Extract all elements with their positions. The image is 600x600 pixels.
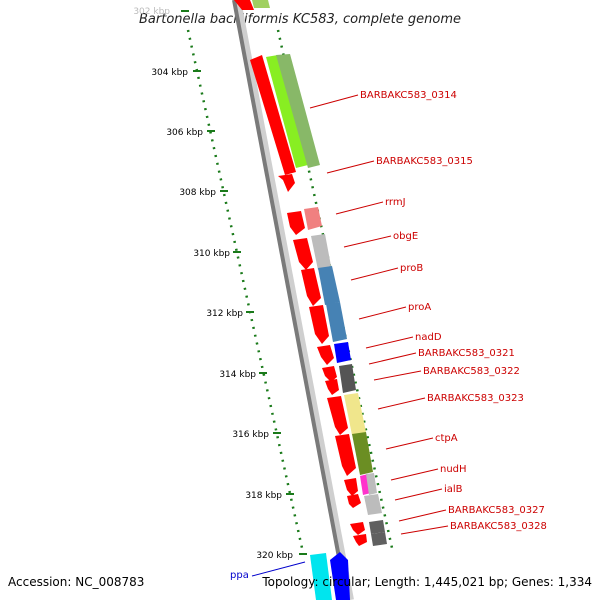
leader-line (326, 160, 375, 174)
cog-block (276, 54, 320, 168)
cds-arrow[interactable] (301, 268, 321, 306)
tick-label: 302 kbp (133, 7, 170, 17)
cds-arrow[interactable] (309, 305, 329, 344)
gene-label[interactable]: BARBAKC583_0328 (450, 521, 547, 532)
tick-label: 320 kbp (256, 551, 293, 561)
leader-line (350, 267, 399, 281)
leader-line (368, 352, 417, 365)
gene-labels: BARBAKC583_0314 BARBAKC583_0315 rrmJ obg… (230, 90, 547, 581)
leader-line (400, 525, 449, 535)
gene-label[interactable]: BARBAKC583_0321 (418, 348, 515, 359)
leader-line (373, 370, 422, 381)
cds-arrow[interactable] (347, 494, 361, 508)
leader-line (398, 509, 447, 522)
cog-block (366, 473, 377, 495)
cog-block (326, 302, 347, 342)
gene-label[interactable]: ppa (230, 570, 249, 581)
tick-label: 314 kbp (219, 370, 256, 380)
gene-label[interactable]: ctpA (435, 433, 458, 444)
tick-ruler (186, 29, 304, 549)
cog-track (252, 0, 387, 600)
cds-arrow[interactable] (350, 522, 365, 535)
cds-arrow[interactable] (325, 379, 339, 395)
gene-label[interactable]: BARBAKC583_0322 (423, 366, 520, 377)
leader-lines (251, 94, 449, 577)
leader-line (251, 561, 306, 577)
cog-block (334, 342, 351, 363)
leader-line (385, 437, 434, 450)
tick-marks (181, 10, 307, 555)
tick-label: 306 kbp (166, 128, 203, 138)
cog-block (311, 234, 331, 270)
cog-block (330, 552, 350, 600)
cds-arrow[interactable] (322, 366, 337, 382)
leader-line (390, 468, 439, 481)
cog-block (352, 432, 373, 475)
cds-arrow[interactable] (327, 396, 348, 435)
cds-arrow[interactable] (353, 534, 367, 546)
leader-line (335, 201, 384, 215)
cog-block (344, 393, 366, 435)
cog-block (339, 364, 356, 393)
tick-label: 316 kbp (232, 430, 269, 440)
genome-backbone-shadow (233, 0, 354, 600)
leader-line (394, 488, 443, 501)
leader-line (343, 235, 392, 248)
tick-label: 312 kbp (206, 309, 243, 319)
cog-block (371, 532, 387, 546)
tick-label: 308 kbp (179, 188, 216, 198)
gene-label[interactable]: proB (400, 263, 423, 274)
cog-block (369, 520, 385, 534)
leader-line (365, 336, 414, 349)
tick-label: 304 kbp (151, 68, 188, 78)
gene-label[interactable]: obgE (393, 231, 418, 242)
cog-block (364, 494, 382, 515)
gene-label[interactable]: proA (408, 302, 431, 313)
accession-text: Accession: NC_008783 (8, 575, 144, 589)
cds-arrow[interactable] (287, 211, 305, 235)
gene-label[interactable]: BARBAKC583_0323 (427, 393, 524, 404)
cds-track (234, 0, 367, 546)
cds-arrow[interactable] (278, 174, 295, 192)
map-title: Bartonella bacilliformis KC583, complete… (139, 12, 461, 27)
tick-labels: 302 kbp 304 kbp 306 kbp 308 kbp 310 kbp … (133, 7, 293, 561)
gene-label[interactable]: ialB (444, 484, 463, 495)
gene-label[interactable]: BARBAKC583_0314 (360, 90, 457, 101)
gene-label[interactable]: nudH (440, 464, 467, 475)
cog-block (304, 207, 322, 230)
cds-arrow[interactable] (335, 434, 356, 476)
cog-block (252, 0, 270, 8)
leader-line (377, 397, 426, 410)
cog-block (266, 55, 308, 168)
gene-label[interactable]: rrmJ (385, 197, 406, 208)
tick-label: 318 kbp (245, 491, 282, 501)
gene-label[interactable]: nadD (415, 332, 442, 343)
cog-block (318, 266, 340, 305)
genome-backbone (232, 0, 349, 600)
cds-arrow[interactable] (234, 0, 254, 10)
tick-label: 310 kbp (193, 249, 230, 259)
leader-line (358, 306, 407, 320)
topology-text: Topology: circular; Length: 1,445,021 bp… (261, 575, 592, 589)
cds-arrow[interactable] (250, 55, 296, 175)
cds-arrow[interactable] (293, 238, 313, 270)
cds-arrow[interactable] (344, 478, 358, 496)
cds-arrow[interactable] (317, 345, 334, 365)
cog-block (310, 553, 332, 600)
leader-line (309, 94, 359, 109)
gene-label[interactable]: BARBAKC583_0315 (376, 156, 473, 167)
gene-label[interactable]: BARBAKC583_0327 (448, 505, 545, 516)
